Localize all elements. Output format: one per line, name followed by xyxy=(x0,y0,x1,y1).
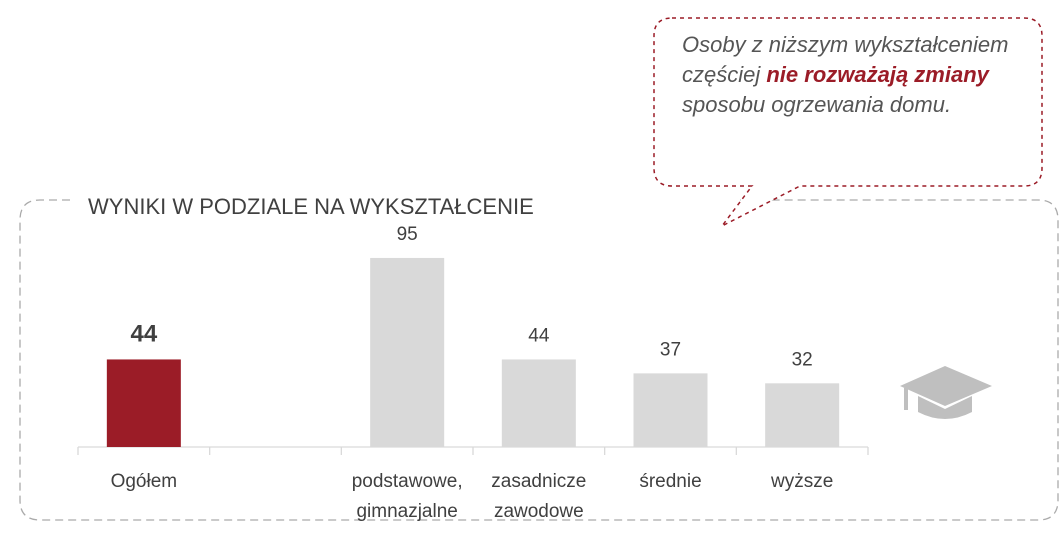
bar xyxy=(633,373,708,447)
x-tick-label-line: gimnazjalne xyxy=(356,501,457,522)
bar xyxy=(106,359,181,447)
value-label: 32 xyxy=(792,349,813,370)
bar xyxy=(501,359,576,447)
annotation: Osoby z niższym wykształceniem częściej … xyxy=(682,30,1022,120)
x-tick-label-line: zawodowe xyxy=(494,501,584,522)
value-label: 44 xyxy=(528,325,550,346)
graduation-cap xyxy=(900,366,992,419)
value-label: 44 xyxy=(130,320,157,347)
x-tick-label: podstawowe, gimnazjalne xyxy=(352,471,463,522)
x-tick-label-line: zasadnicze xyxy=(491,471,586,492)
annotation-bold: nie rozważają zmiany xyxy=(766,62,989,87)
annotation-text: Osoby z niższym wykształceniem częściej xyxy=(682,32,1009,87)
bar xyxy=(370,257,445,447)
x-tick-label: wyższe xyxy=(770,471,833,492)
bar xyxy=(765,383,840,447)
callout xyxy=(653,17,1043,227)
x-tick-label-line: podstawowe, xyxy=(352,471,463,492)
x-tick-label: Ogółem xyxy=(111,471,178,492)
x-tick-label: zasadnicze zawodowe xyxy=(491,471,586,522)
annotation-text: sposobu ogrzewania domu. xyxy=(682,92,952,117)
x-tick-label: średnie xyxy=(639,471,701,492)
value-label: 37 xyxy=(660,339,681,360)
chart-title: WYNIKI W PODZIALE NA WYKSZTAŁCENIE xyxy=(88,194,534,219)
value-label: 95 xyxy=(397,224,418,245)
frame xyxy=(19,199,1059,521)
